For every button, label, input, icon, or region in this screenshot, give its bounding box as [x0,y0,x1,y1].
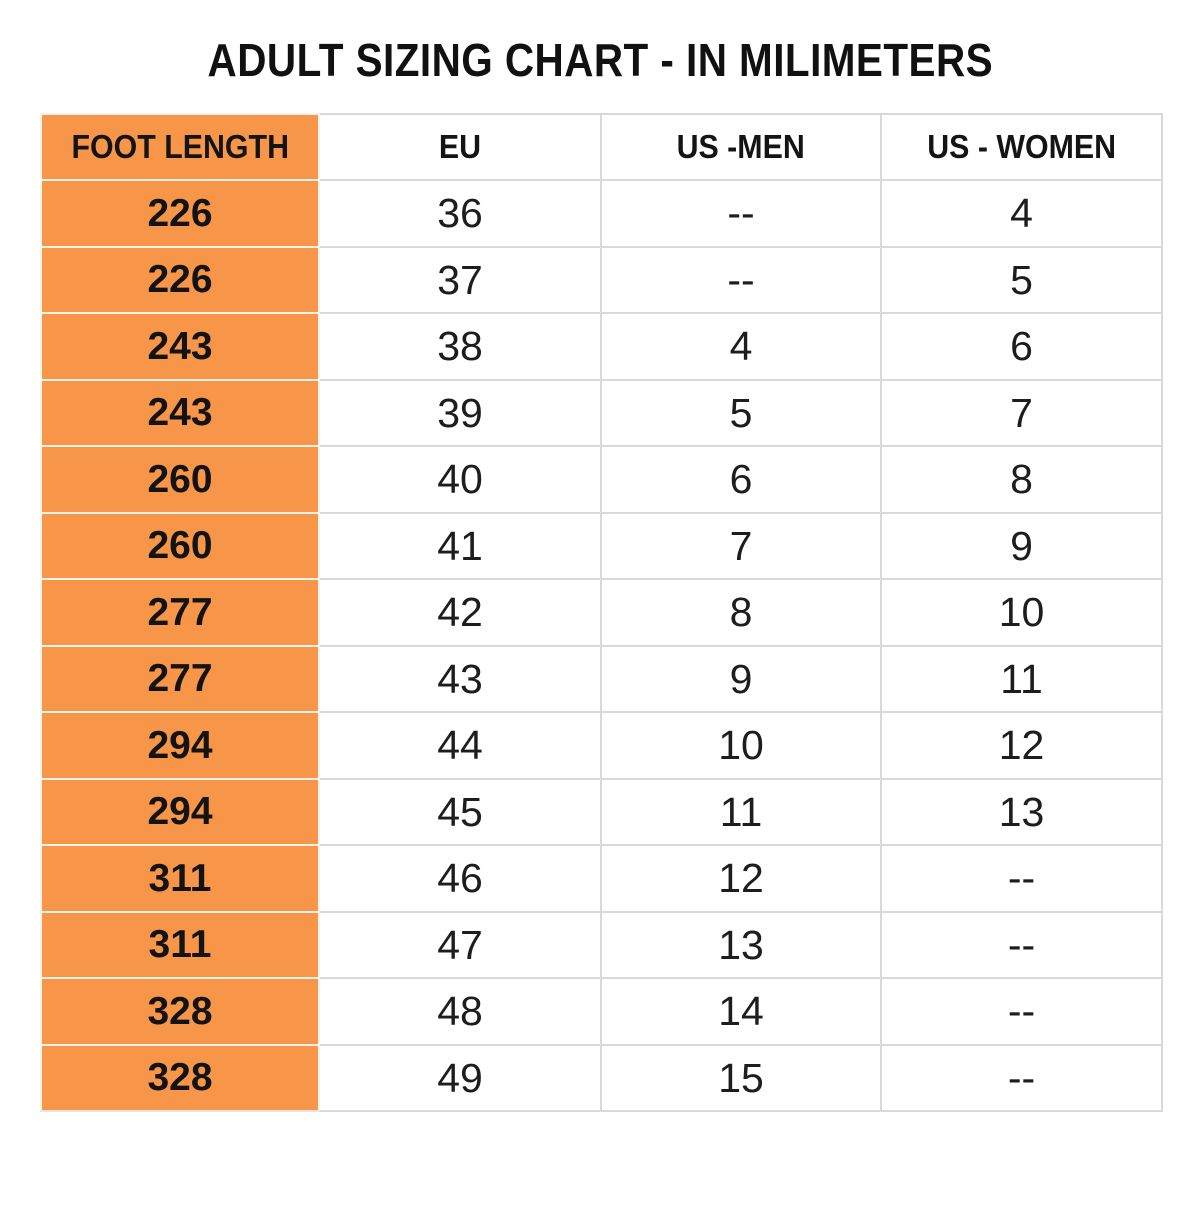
column-header-foot-length: FOOT LENGTH [40,112,320,182]
eu-cell: 42 [318,578,602,647]
us-men-cell: 10 [600,711,882,780]
us-men-cell: 6 [600,445,882,514]
table-row: 277 43 9 11 [40,644,1163,714]
us-women-cell: 6 [880,312,1163,381]
sizing-table: FOOT LENGTH EU US -MEN US - WOMEN 226 36-… [40,112,1163,1113]
us-women-cell: -- [880,977,1163,1046]
eu-cell: 41 [318,511,602,581]
us-men-cell: 7 [600,511,882,581]
foot-length-cell: 226 [40,245,320,315]
eu-cell: 40 [318,445,602,514]
eu-cell: 47 [318,910,602,980]
eu-cell: 36 [318,179,602,248]
us-women-cell: 5 [880,245,1163,315]
column-header-eu: EU [318,112,602,182]
eu-cell: 45 [318,777,602,847]
table-row: 243 38 4 6 [40,312,1163,381]
eu-cell: 49 [318,1043,602,1113]
foot-length-cell: 277 [40,578,320,647]
foot-length-cell: 328 [40,977,320,1046]
table-row: 243 39 5 7 [40,378,1163,448]
foot-length-cell: 294 [40,777,320,847]
us-men-cell: 11 [600,777,882,847]
us-women-cell: 13 [880,777,1163,847]
us-women-cell: 12 [880,711,1163,780]
table-row: 277 42 8 10 [40,578,1163,647]
column-header-us-men: US -MEN [600,112,882,182]
us-women-cell: 4 [880,179,1163,248]
us-women-cell: 9 [880,511,1163,581]
foot-length-cell: 243 [40,378,320,448]
us-men-cell: 8 [600,578,882,647]
table-row: 294 44 10 12 [40,711,1163,780]
eu-cell: 44 [318,711,602,780]
eu-cell: 48 [318,977,602,1046]
us-women-cell: 10 [880,578,1163,647]
sizing-table-body: 226 36 -- 4 226 37 -- 5 243 38 4 6 243 39 5 7 260 40 6 8 260… [40,179,1163,1113]
foot-length-cell: 260 [40,511,320,581]
us-men-cell: 14 [600,977,882,1046]
eu-cell: 37 [318,245,602,315]
us-women-cell: -- [880,910,1163,980]
foot-length-cell: 311 [40,844,320,913]
table-row: 328 49 15 -- [40,1043,1163,1113]
table-row: 260 40 6 8 [40,445,1163,514]
us-women-cell: 11 [880,644,1163,714]
us-men-cell: 9 [600,644,882,714]
eu-cell: 38 [318,312,602,381]
column-header-label: FOOT LENGTH [71,128,289,166]
table-row: 311 47 13 -- [40,910,1163,980]
eu-cell: 43 [318,644,602,714]
foot-length-cell: 260 [40,445,320,514]
us-men-cell: -- [600,245,882,315]
foot-length-cell: 294 [40,711,320,780]
table-row: 226 37 -- 5 [40,245,1163,315]
eu-cell: 39 [318,378,602,448]
us-women-cell: -- [880,844,1163,913]
us-men-cell: -- [600,179,882,248]
us-men-cell: 5 [600,378,882,448]
table-row: 294 45 11 13 [40,777,1163,847]
foot-length-cell: 328 [40,1043,320,1113]
table-row: 226 36 -- 4 [40,179,1163,248]
foot-length-cell: 243 [40,312,320,381]
table-row: 328 48 14 -- [40,977,1163,1046]
foot-length-cell: 226 [40,179,320,248]
column-header-us-women: US - WOMEN [880,112,1163,182]
table-header-row: FOOT LENGTH EU US -MEN US - WOMEN [40,112,1163,182]
table-row: 311 46 12 -- [40,844,1163,913]
column-header-label: US - WOMEN [927,128,1116,166]
table-row: 260 41 7 9 [40,511,1163,581]
page-title-text: ADULT SIZING CHART - IN MILIMETERS [207,34,993,86]
us-women-cell: 7 [880,378,1163,448]
column-header-label: EU [438,128,482,166]
us-women-cell: -- [880,1043,1163,1113]
foot-length-cell: 277 [40,644,320,714]
us-men-cell: 15 [600,1043,882,1113]
column-header-label: US -MEN [676,128,806,166]
foot-length-cell: 311 [40,910,320,980]
eu-cell: 46 [318,844,602,913]
us-men-cell: 13 [600,910,882,980]
us-men-cell: 12 [600,844,882,913]
page-title: ADULT SIZING CHART - IN MILIMETERS [0,34,1200,87]
us-men-cell: 4 [600,312,882,381]
us-women-cell: 8 [880,445,1163,514]
